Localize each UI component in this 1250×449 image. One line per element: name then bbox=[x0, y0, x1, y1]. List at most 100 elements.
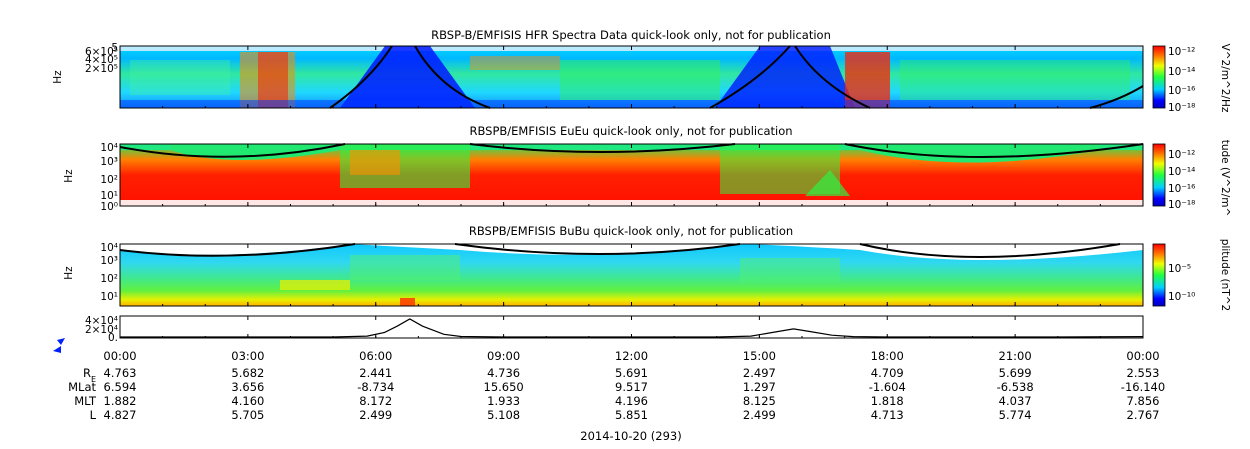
ephemeris-value: 4.713 bbox=[871, 408, 904, 422]
ephemeris-value: 4.037 bbox=[999, 394, 1032, 408]
hfr-spectra-panel: RBSP-B/EMFISIS HFR Spectra Data quick-lo… bbox=[52, 28, 1231, 114]
x-tick-label: 15:00 bbox=[743, 349, 776, 363]
hfr-ylabel: Hz bbox=[52, 70, 64, 84]
hfr-ytick: 6×10⁵ bbox=[85, 46, 118, 58]
ephemeris-value: 1.297 bbox=[743, 380, 776, 394]
x-tick-label: 09:00 bbox=[487, 349, 520, 363]
ephemeris-value: 2.553 bbox=[1127, 366, 1160, 380]
x-tick-label: 18:00 bbox=[871, 349, 904, 363]
eueu-ytick: 10³ bbox=[100, 156, 118, 168]
ephemeris-value: 4.736 bbox=[487, 366, 520, 380]
hfr-ytick: 4×10⁵ bbox=[85, 54, 118, 66]
x-tick-label: 06:00 bbox=[359, 349, 392, 363]
ephemeris-value: 4.196 bbox=[615, 394, 648, 408]
hfr-colorbar-ticks: 10⁻¹² 10⁻¹⁴ 10⁻¹⁶ 10⁻¹⁸ bbox=[1168, 46, 1195, 114]
eueu-panel: RBSPB/EMFISIS EuEu quick-look only, not … bbox=[63, 124, 1231, 216]
eueu-ytick: 10⁴ bbox=[100, 142, 118, 154]
ephemeris-row-label: L bbox=[90, 408, 97, 422]
bubu-curves bbox=[119, 243, 1121, 258]
ephemeris-value: 1.882 bbox=[104, 394, 137, 408]
bubu-ytick: 10² bbox=[100, 273, 118, 285]
ephemeris-value: 2.499 bbox=[359, 408, 392, 422]
ephemeris-value: -8.734 bbox=[357, 380, 394, 394]
ephemeris-value: 5.774 bbox=[999, 408, 1032, 422]
line-ytick: 4×10⁴ bbox=[85, 315, 118, 327]
cbar-tick: 10⁻¹⁴ bbox=[1168, 66, 1195, 78]
bubu-ytick: 10⁴ bbox=[100, 242, 118, 254]
x-tick-label: 03:00 bbox=[231, 349, 264, 363]
ephemeris-value: 15.650 bbox=[484, 380, 524, 394]
ephemeris-value: 4.827 bbox=[104, 408, 137, 422]
bubu-panel-title: RBSPB/EMFISIS BuBu quick-look only, not … bbox=[469, 224, 793, 238]
ephemeris-value: 8.125 bbox=[743, 394, 776, 408]
hfr-colorbar bbox=[1152, 45, 1166, 109]
eueu-yticks: 10⁴ 10³ 10² 10¹ 10⁰ bbox=[100, 142, 118, 213]
ephemeris-value: 9.517 bbox=[615, 380, 648, 394]
ephemeris-value: 5.699 bbox=[999, 366, 1032, 380]
x-tick-label: 21:00 bbox=[999, 349, 1032, 363]
hfr-panel-title: RBSP-B/EMFISIS HFR Spectra Data quick-lo… bbox=[431, 28, 831, 42]
cbar-tick: 10⁻¹⁴ bbox=[1168, 166, 1195, 178]
ephemeris-value: 6.594 bbox=[104, 380, 137, 394]
eueu-ytick: 10¹ bbox=[100, 190, 118, 202]
eueu-panel-title: RBSPB/EMFISIS EuEu quick-look only, not … bbox=[469, 124, 792, 138]
cbar-tick: 10⁻¹⁶ bbox=[1168, 183, 1195, 195]
eueu-ytick: 10⁰ bbox=[100, 201, 118, 213]
hfr-yticks: 5 6×10⁵ 4×10⁵ 2×10⁵ bbox=[85, 42, 118, 75]
date-label: 2014-10-20 (293) bbox=[580, 429, 681, 443]
ephemeris-value: -16.140 bbox=[1121, 380, 1165, 394]
ephemeris-row-label: MLT bbox=[74, 394, 97, 408]
bubu-ytick: 10³ bbox=[100, 255, 118, 267]
arrow-marker-icon bbox=[53, 338, 65, 353]
ephemeris-value: 5.705 bbox=[231, 408, 264, 422]
ephemeris-value: 5.691 bbox=[615, 366, 648, 380]
ephemeris-value: 5.682 bbox=[231, 366, 264, 380]
cbar-tick: 10⁻¹² bbox=[1168, 149, 1195, 161]
cbar-tick: 10⁻¹⁸ bbox=[1168, 199, 1195, 211]
bubu-ylabel: Hz bbox=[63, 266, 75, 280]
ephemeris-value: 4.763 bbox=[104, 366, 137, 380]
bubu-colorbar bbox=[1152, 243, 1166, 307]
cbar-tick: 10⁻¹⁰ bbox=[1168, 291, 1195, 303]
ephemeris-value: 2.499 bbox=[743, 408, 776, 422]
ephemeris-value: 2.767 bbox=[1127, 408, 1160, 422]
cbar-tick: 10⁻⁵ bbox=[1168, 263, 1191, 275]
ephemeris-row-label: MLat bbox=[68, 380, 96, 394]
x-tick-label: 00:00 bbox=[103, 349, 136, 363]
ephemeris-value: 8.172 bbox=[359, 394, 392, 408]
ephemeris-value: 4.160 bbox=[231, 394, 264, 408]
eueu-colorbar-label: tude (V^2/m^ bbox=[1219, 140, 1231, 217]
ephemeris-value: -6.538 bbox=[997, 380, 1034, 394]
ephemeris-value: 5.851 bbox=[615, 408, 648, 422]
cbar-tick: 10⁻¹² bbox=[1168, 46, 1195, 58]
ephemeris-value: 4.709 bbox=[871, 366, 904, 380]
bubu-panel: RBSPB/EMFISIS BuBu quick-look only, not … bbox=[63, 224, 1231, 311]
eueu-colorbar-ticks: 10⁻¹² 10⁻¹⁴ 10⁻¹⁶ 10⁻¹⁸ bbox=[1168, 149, 1195, 211]
cbar-tick: 10⁻¹⁶ bbox=[1168, 85, 1195, 97]
ephemeris-value: 3.656 bbox=[231, 380, 264, 394]
line-panel: 4×10⁴ 2×10⁴ 0. bbox=[53, 315, 1144, 353]
ephemeris-table: RE 4.763 5.682 2.441 4.736 5.691 2.497 4.709 5.6… bbox=[68, 366, 1165, 422]
line-yticks: 4×10⁴ 2×10⁴ 0. bbox=[85, 315, 118, 344]
x-axis-ticks bbox=[119, 46, 1144, 338]
ephemeris-value: -1.604 bbox=[869, 380, 906, 394]
line-ytick: 2×10⁴ bbox=[85, 324, 118, 336]
eueu-colorbar bbox=[1152, 143, 1166, 207]
x-tick-label: 00:00 bbox=[1126, 349, 1159, 363]
hfr-colorbar-label: V^2/m^2/Hz bbox=[1219, 44, 1231, 113]
x-tick-label: 12:00 bbox=[615, 349, 648, 363]
ephemeris-row-label-sub: E bbox=[91, 375, 96, 384]
bubu-yticks: 10⁴ 10³ 10² 10¹ bbox=[100, 242, 118, 303]
ephemeris-value: 2.497 bbox=[743, 366, 776, 380]
eueu-ytick: 10² bbox=[100, 174, 118, 186]
bubu-ytick: 10¹ bbox=[100, 291, 118, 303]
ephemeris-value: 1.933 bbox=[487, 394, 520, 408]
hfr-ytick-top: 5 bbox=[111, 42, 118, 54]
ephemeris-value: 1.818 bbox=[871, 394, 904, 408]
ephemeris-value: 5.108 bbox=[487, 408, 520, 422]
hfr-ytick: 2×10⁵ bbox=[85, 63, 118, 75]
x-axis-time-labels: 00:00 03:00 06:00 09:00 12:00 15:00 18:00 21:00… bbox=[103, 349, 1159, 363]
ephemeris-value: 7.856 bbox=[1127, 394, 1160, 408]
bubu-colorbar-label: plitude (nT^2 bbox=[1219, 239, 1231, 311]
